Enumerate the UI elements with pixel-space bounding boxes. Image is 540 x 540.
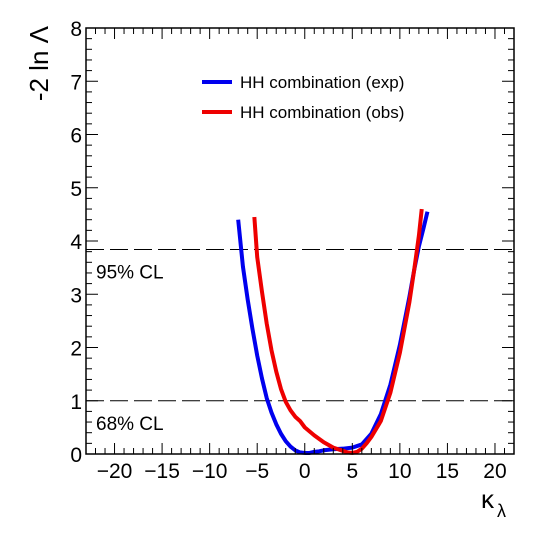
x-tick-label: 10 xyxy=(388,460,411,483)
legend-label-1: HH combination (obs) xyxy=(240,103,404,122)
x-tick-label: −15 xyxy=(144,460,180,483)
x-tick-label: −10 xyxy=(192,460,228,483)
x-axis-title-subscript: λ xyxy=(497,501,506,521)
axis-labels: -2 ln Λ κ λ xyxy=(24,25,506,521)
y-tick-label: 2 xyxy=(70,338,82,361)
y-tick-label: 4 xyxy=(70,231,82,254)
y-tick-label: 6 xyxy=(70,125,82,148)
y-tick-label: 5 xyxy=(70,178,82,201)
x-tick-label: −5 xyxy=(245,460,269,483)
reference-lines: 95% CL 68% CL xyxy=(86,249,514,435)
y-tick-label: 7 xyxy=(70,71,82,94)
y-tick-label: 1 xyxy=(70,391,82,414)
x-tick-label: 5 xyxy=(346,460,358,483)
legend: HH combination (exp) HH combination (obs) xyxy=(202,73,404,122)
y-tick-label: 0 xyxy=(70,444,82,467)
x-tick-label: 20 xyxy=(483,460,506,483)
legend-label-0: HH combination (exp) xyxy=(240,73,404,92)
x-tick-label: 0 xyxy=(299,460,311,483)
y-tick-label: 8 xyxy=(70,18,82,41)
reference-line-label-1: 68% CL xyxy=(96,414,164,435)
series-layer xyxy=(236,208,430,455)
axis-ticks: −20 −15 −10 −5 0 5 10 15 20 0 1 2 3 4 5 6 7 8 xyxy=(70,18,515,483)
x-tick-label: 15 xyxy=(436,460,459,483)
reference-line-label-0: 95% CL xyxy=(96,263,164,284)
x-tick-label: −20 xyxy=(97,460,133,483)
series-line-1 xyxy=(252,208,424,455)
y-tick-label: 3 xyxy=(70,284,82,307)
x-axis-title: κ xyxy=(481,484,495,514)
y-axis-title: -2 ln Λ xyxy=(24,25,54,101)
